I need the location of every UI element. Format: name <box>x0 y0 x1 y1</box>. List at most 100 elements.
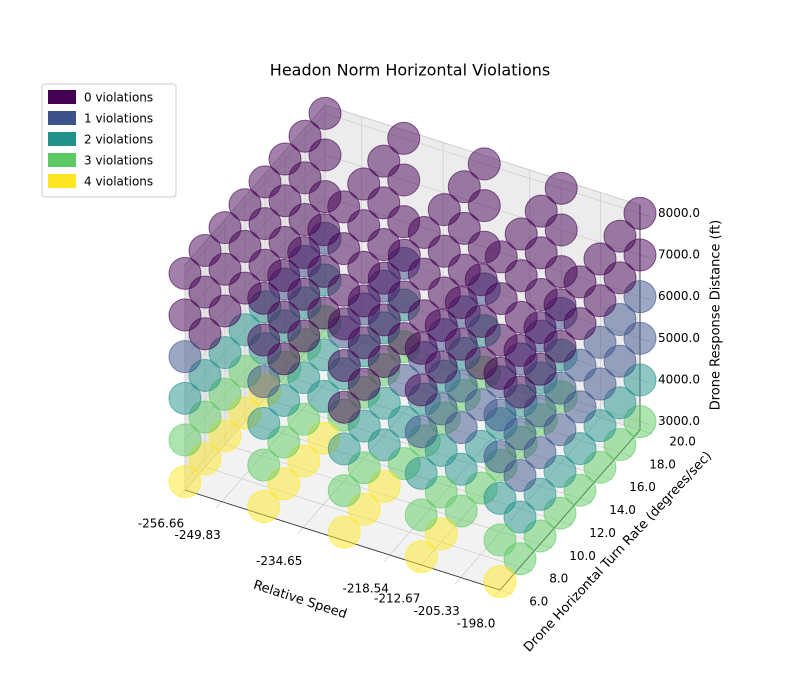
bubble <box>327 432 361 466</box>
x-tick-label: -198.0 <box>457 617 496 631</box>
bubble <box>168 298 202 332</box>
bubble <box>404 415 438 449</box>
bubble <box>424 308 458 342</box>
bubble <box>168 465 202 499</box>
legend-swatch <box>48 90 76 104</box>
y-tick-label: 18.0 <box>649 457 676 471</box>
bubble <box>623 196 657 230</box>
legend-label: 4 violations <box>84 175 153 189</box>
bubble <box>367 261 401 295</box>
bubble <box>483 356 517 390</box>
bubble <box>524 194 558 228</box>
bubble <box>247 281 281 315</box>
bubble <box>247 406 281 440</box>
y-tick-label: 16.0 <box>629 480 656 494</box>
x-axis-label: Relative Speed <box>251 578 348 622</box>
bubble <box>464 263 498 297</box>
legend-swatch <box>48 174 76 188</box>
bubble <box>168 423 202 457</box>
bubble <box>247 365 281 399</box>
bubble <box>504 217 538 251</box>
bubble <box>168 256 202 290</box>
bubble <box>208 211 242 245</box>
bubble <box>404 373 438 407</box>
bubble <box>483 440 517 474</box>
bubble <box>287 236 321 270</box>
bubble <box>188 233 222 267</box>
bubble <box>483 565 517 599</box>
x-tick <box>297 527 304 535</box>
bubble <box>247 448 281 482</box>
bubble <box>267 258 301 292</box>
bubble <box>444 286 478 320</box>
bubble <box>327 515 361 549</box>
legend-label: 0 violations <box>84 91 153 105</box>
z-tick-label: 7000.0 <box>658 248 700 262</box>
bubble <box>427 193 461 227</box>
z-tick-label: 6000.0 <box>658 289 700 303</box>
bubble <box>467 147 501 181</box>
bubble <box>228 188 262 222</box>
bubble <box>347 167 381 201</box>
z-tick-label: 8000.0 <box>658 206 700 220</box>
bubble <box>308 96 342 130</box>
bubble <box>583 242 617 276</box>
bubble <box>307 213 341 247</box>
y-tick-label: 10.0 <box>569 549 596 563</box>
x-tick-label: -218.54 <box>343 581 389 595</box>
bubble <box>407 215 441 249</box>
bubble <box>603 219 637 253</box>
z-tick-label: 5000.0 <box>658 331 700 345</box>
bubble <box>367 144 401 178</box>
bubble <box>387 121 421 155</box>
z-axis-label: Drone Response Distance (ft) <box>709 220 724 411</box>
x-tick <box>383 554 391 562</box>
bubble <box>484 240 518 274</box>
bubble <box>447 170 481 204</box>
bubble <box>483 481 517 515</box>
bubble <box>268 142 302 176</box>
y-tick-label: 14.0 <box>609 503 636 517</box>
x-tick-label: -205.33 <box>413 604 459 618</box>
bubble <box>387 238 421 272</box>
bubble <box>523 311 557 345</box>
bubble <box>288 119 322 153</box>
bubble <box>248 165 282 199</box>
bubble <box>404 540 438 574</box>
legend-label: 1 violations <box>84 112 153 126</box>
z-tick-label: 3000.0 <box>658 414 700 428</box>
bubble <box>327 474 361 508</box>
bubble <box>327 349 361 383</box>
legend-label: 2 violations <box>84 133 153 147</box>
y-tick-label: 20.0 <box>669 435 696 449</box>
y-tick-label: 6.0 <box>529 595 548 609</box>
x-tick <box>454 577 461 585</box>
legend-swatch <box>48 111 76 125</box>
z-tick-label: 4000.0 <box>658 373 700 387</box>
legend-label: 3 violations <box>84 154 153 168</box>
bubble <box>483 523 517 557</box>
x-tick-label: -256.66 <box>138 517 184 531</box>
bubble <box>563 265 597 299</box>
bubble <box>483 398 517 432</box>
bubbles <box>168 96 657 599</box>
bubble <box>543 288 577 322</box>
bubble <box>168 381 202 415</box>
y-tick-label: 12.0 <box>589 526 616 540</box>
y-tick-label: 8.0 <box>549 572 568 586</box>
bubble <box>168 340 202 374</box>
bubble <box>327 390 361 424</box>
x-tick-label: -249.83 <box>175 528 221 542</box>
x-tick-label: -234.65 <box>256 554 302 568</box>
bubble <box>404 456 438 490</box>
bubble <box>544 171 578 205</box>
bubble <box>347 284 381 318</box>
bubble <box>247 490 281 524</box>
bubble <box>503 333 537 367</box>
x-tick-label: -212.67 <box>374 591 420 605</box>
bubble <box>327 307 361 341</box>
chart-title: Headon Norm Horizontal Violations <box>270 61 550 80</box>
bubble <box>404 331 438 365</box>
bubble <box>404 498 438 532</box>
